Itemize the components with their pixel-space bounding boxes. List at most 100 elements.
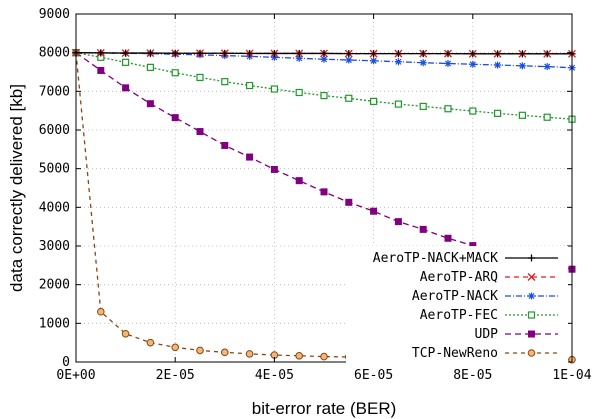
y-tick-label: 9000 (39, 7, 70, 22)
data-point (246, 49, 254, 57)
data-point (171, 49, 179, 57)
x-tick-label: 2E-05 (156, 368, 195, 383)
data-point (543, 113, 551, 121)
data-point (246, 153, 254, 161)
data-point (295, 88, 303, 97)
legend-label: AeroTP-FEC (420, 308, 498, 323)
data-point (320, 49, 328, 57)
data-point (444, 105, 452, 113)
legend-background (346, 246, 568, 364)
data-point (221, 141, 229, 149)
marker-stroke (494, 61, 501, 69)
data-point (221, 78, 229, 86)
legend-label: AeroTP-ARQ (420, 270, 498, 285)
legend-marker (527, 349, 536, 357)
data-point (245, 350, 254, 358)
x-tick-label: 6E-05 (354, 368, 393, 383)
y-tick-label: 5000 (39, 162, 70, 177)
marker-stroke (320, 56, 328, 63)
data-point (394, 50, 402, 58)
data-point (370, 97, 378, 105)
x-tick-label: 4E-05 (255, 368, 294, 383)
series-aerotp-nack-mack (72, 49, 576, 58)
series-group (72, 48, 576, 364)
marker-stroke (528, 292, 535, 300)
data-point (320, 188, 328, 196)
data-point (146, 338, 155, 347)
data-point (122, 84, 130, 92)
data-point (221, 49, 229, 57)
data-point (444, 234, 452, 242)
data-point (394, 218, 402, 226)
data-point (469, 107, 477, 115)
data-point (518, 62, 526, 70)
data-point (469, 50, 477, 58)
data-point (171, 114, 179, 122)
data-point (196, 49, 204, 57)
y-tick-label: 8000 (39, 46, 70, 61)
y-axis-label: data correctly delivered [kb] (7, 84, 26, 292)
data-point (370, 207, 378, 215)
data-point (121, 58, 130, 66)
marker-stroke (296, 55, 303, 62)
legend-marker (528, 292, 535, 300)
data-point (146, 63, 154, 71)
data-point (295, 352, 304, 360)
marker-stroke (469, 61, 476, 68)
x-tick-label: 1E-04 (552, 368, 591, 383)
data-point (444, 50, 452, 58)
data-point (97, 307, 105, 316)
data-point (97, 49, 105, 57)
marker-stroke (444, 60, 452, 67)
data-point (469, 60, 477, 68)
data-point (97, 66, 105, 74)
data-point (246, 81, 254, 90)
legend-label: AeroTP-NACK+MACK (373, 251, 498, 266)
data-point (494, 50, 502, 58)
data-point (270, 165, 278, 173)
data-point (419, 59, 427, 67)
data-point (370, 50, 378, 58)
y-tick-label: 0 (62, 355, 70, 370)
legend-marker (528, 330, 535, 338)
marker-stroke (420, 59, 427, 66)
data-point (320, 352, 328, 361)
marker-stroke (395, 58, 402, 65)
legend-marker (528, 254, 535, 262)
x-axis-label: bit-error rate (BER) (252, 399, 397, 418)
series-line (75, 52, 573, 69)
series-line (75, 52, 573, 120)
data-point (171, 343, 179, 352)
y-tick-label: 3000 (39, 239, 70, 254)
data-point (146, 100, 154, 108)
data-point (171, 69, 179, 77)
data-point (444, 59, 452, 67)
series-line (75, 52, 573, 270)
x-tick-label: 0E+00 (56, 368, 95, 383)
data-point (196, 73, 204, 82)
legend-label: AeroTP-NACK (412, 289, 498, 304)
marker-stroke (370, 57, 377, 64)
ticks: 0 1000 2000 3000 4000 5000 6000 7000 8000 9000 0E+… (39, 7, 592, 383)
data-point (543, 50, 551, 58)
marker-stroke (544, 63, 551, 70)
marker-stroke (345, 56, 352, 64)
y-tick-label: 7000 (39, 84, 70, 99)
data-point (419, 50, 427, 58)
y-tick-label: 6000 (39, 123, 70, 138)
data-point (518, 50, 526, 58)
data-point (320, 91, 328, 100)
data-point (270, 85, 278, 93)
y-tick-label: 1000 (39, 316, 70, 331)
data-point (295, 49, 303, 57)
data-point (196, 128, 204, 136)
data-point (270, 49, 278, 57)
data-point (146, 49, 154, 57)
series-udp (72, 49, 576, 273)
legend-marker (527, 273, 536, 281)
data-point (345, 94, 353, 102)
data-point (345, 56, 353, 64)
y-tick-label: 4000 (39, 200, 70, 215)
